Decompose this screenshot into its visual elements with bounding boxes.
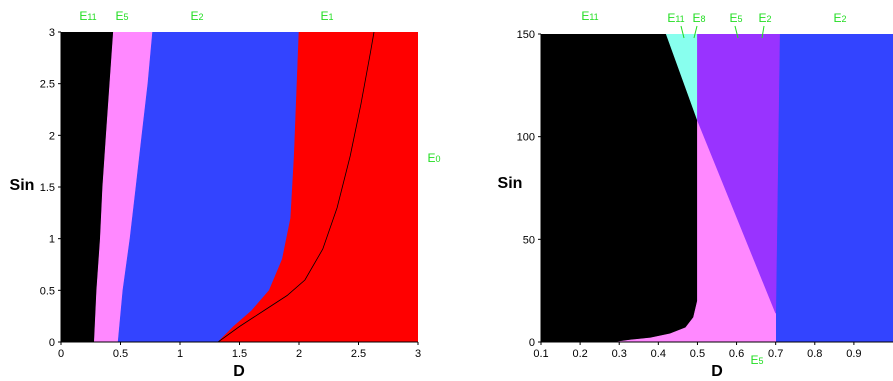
y-axis-label: Sin [10, 177, 35, 194]
x-axis-label: D [233, 363, 245, 380]
y-tick-label: 0.5 [40, 285, 55, 297]
region-label: E8 [692, 11, 705, 25]
label-pointer [680, 25, 685, 39]
x-tick-label: 0.6 [729, 348, 744, 360]
x-tick-label: 0.2 [572, 348, 587, 360]
x-axis-label: D [711, 363, 723, 380]
x-tick-label: 3 [415, 348, 421, 360]
regions [541, 34, 893, 342]
region-label: E2 [190, 9, 203, 23]
region-e11 [541, 34, 698, 342]
x-tick-label: 0.3 [612, 348, 627, 360]
region-e5e2 [697, 34, 780, 314]
x-tick-label: 2.5 [351, 348, 366, 360]
region-label: E2 [758, 11, 771, 25]
y-axis-label: Sin [498, 175, 523, 192]
label-pointer [734, 25, 739, 39]
y-tick-label: 1 [49, 234, 55, 246]
y-tick-label: 1.5 [40, 182, 55, 194]
x-tick-label: 0.7 [768, 348, 783, 360]
x-tick-label: 2 [296, 348, 302, 360]
region-label: E11 [581, 9, 598, 23]
region-label: E11 [79, 9, 96, 23]
y-tick-label: 0 [529, 337, 535, 349]
x-tick-label: 0.9 [846, 348, 861, 360]
x-tick-label: 1 [177, 348, 183, 360]
label-pointer [761, 25, 765, 39]
y-tick-label: 2 [49, 130, 55, 142]
y-tick-label: 150 [517, 29, 535, 41]
x-tick-label: 0.4 [651, 348, 666, 360]
region-e1 [217, 32, 418, 342]
x-tick-label: 0 [58, 348, 64, 360]
regions [61, 32, 418, 342]
right-chart: 0.1 0.2 0.3 0.4 0.5 0.6 0.7 0.8 0.9 0 50 100 150 D Sin… [498, 9, 893, 380]
boundary-line [217, 32, 375, 342]
x-tick-label: 0.8 [807, 348, 822, 360]
x-tick-label: 1.5 [232, 348, 247, 360]
y-tick-label: 3 [49, 27, 55, 39]
y-tick-label: 100 [517, 132, 535, 144]
region-label: E11 [667, 11, 684, 25]
region-label: E0 [427, 151, 440, 165]
y-tick-label: 0 [49, 337, 55, 349]
y-tick-label: 50 [523, 234, 535, 246]
region-label: E5 [750, 353, 763, 367]
x-tick-label: 0.5 [113, 348, 128, 360]
region-label: E5 [115, 9, 128, 23]
x-tick-label: 0.1 [533, 348, 548, 360]
y-tick-label: 2.5 [40, 79, 55, 91]
region-label: E2 [833, 11, 846, 25]
region-label: E1 [320, 9, 333, 23]
region-e5 [615, 120, 777, 342]
region-label: E5 [729, 11, 742, 25]
left-chart: 0 0.5 1 1.5 2 2.5 3 0 0.5 1 1.5 2 2.5 3 D Sin E11 E5 E2 E1 E… [10, 9, 441, 380]
x-tick-label: 0.5 [690, 348, 705, 360]
label-pointer [693, 25, 698, 39]
